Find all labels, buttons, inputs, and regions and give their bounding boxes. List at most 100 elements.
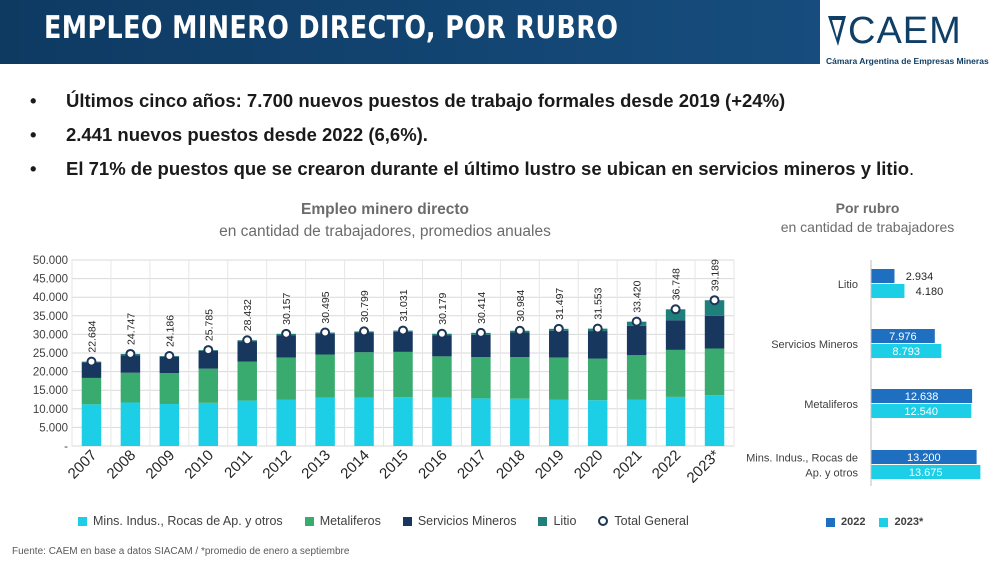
y-tick-label: 10.000 [33, 404, 68, 416]
rubro-chart-title: Por rubro [835, 200, 900, 216]
total-marker [164, 351, 175, 362]
total-label: 30.984 [515, 289, 527, 321]
legend-swatch [402, 516, 412, 526]
total-marker [125, 348, 136, 359]
bar-segment [276, 357, 296, 400]
bar-segment [471, 334, 491, 358]
bar-segment [587, 400, 608, 446]
y-tick-label: - [64, 441, 68, 453]
bar-segment [587, 331, 608, 359]
total-label: 31.031 [398, 289, 410, 321]
bar-segment [665, 396, 686, 446]
x-tick-label: 2011 [221, 447, 256, 482]
total-marker [320, 327, 331, 338]
x-tick-label: 2018 [493, 447, 529, 483]
bar-segment [471, 357, 491, 399]
bar-segment [315, 354, 335, 398]
bar-segment [315, 397, 335, 446]
x-tick-label: 2008 [104, 447, 140, 483]
x-tick-label: 2016 [415, 447, 451, 483]
bullet-item: Últimos cinco años: 7.700 nuevos puestos… [30, 86, 990, 120]
x-tick-label: 2014 [337, 447, 373, 483]
rubro-chart-subtitle: en cantidad de trabajadores [780, 219, 955, 235]
total-marker [592, 323, 603, 334]
x-tick-label: 2010 [182, 447, 218, 483]
bar-segment [237, 361, 257, 401]
bar-segment [704, 300, 725, 316]
rubro-value-label: 12.540 [904, 406, 938, 418]
total-marker [670, 304, 681, 315]
rubro-bar [871, 284, 905, 298]
bar-segment [471, 398, 491, 446]
total-label: 36.748 [671, 268, 683, 300]
total-label: 22.684 [86, 320, 98, 352]
x-tick-label: 2022 [649, 447, 685, 483]
x-tick-label: 2017 [454, 447, 490, 483]
rubro-bar [871, 465, 981, 479]
x-tick-label: 2023* [684, 447, 724, 487]
bar-segment [198, 402, 219, 446]
total-marker [514, 325, 525, 336]
total-label: 30.414 [476, 292, 488, 324]
total-marker [203, 345, 214, 356]
x-tick-label: 2021 [610, 447, 646, 483]
total-marker [709, 295, 720, 306]
total-marker [553, 323, 564, 334]
rubro-value-label: 13.675 [909, 467, 943, 479]
x-tick-label: 2015 [376, 447, 412, 483]
total-label: 30.495 [320, 291, 332, 323]
bar-segment [81, 377, 102, 405]
legend-swatch [826, 517, 835, 527]
y-tick-label: 30.000 [33, 329, 68, 341]
stacked-bar-chart: - 5.000 10.000 15.000 20.000 25.000 30.000 35.0… [33, 255, 735, 487]
x-tick-label: 2009 [143, 447, 179, 483]
total-label: 30.179 [437, 292, 449, 324]
x-tick-label: 2007 [65, 447, 101, 483]
total-label: 24.747 [125, 313, 137, 345]
legend-swatch [78, 516, 87, 526]
total-marker [436, 328, 447, 339]
page-title: EMPLEO MINERO DIRECTO, POR RUBRO [44, 10, 619, 46]
y-tick-label: 15.000 [33, 385, 68, 397]
bar-segment [665, 349, 686, 397]
bullet-item: El 71% de puestos que se crearon durante… [30, 154, 990, 188]
bar-segment [704, 315, 725, 349]
total-marker [86, 356, 97, 367]
main-chart-title: Empleo minero directo [301, 201, 469, 218]
y-tick-label: 5.000 [39, 422, 68, 434]
total-label: 24.186 [164, 315, 176, 347]
rubro-bar [871, 269, 895, 283]
bar-segment [626, 355, 647, 400]
bar-segment [665, 309, 686, 321]
legend-item-mins: Mins. Indus., Rocas de Ap. y otros [78, 514, 283, 528]
rubro-category-label: Servicios Mineros [771, 339, 858, 351]
bar-segment [198, 368, 219, 403]
bar-segment [549, 357, 569, 400]
rubro-category-label: Litio [838, 279, 858, 291]
total-label: 28.432 [242, 299, 254, 331]
total-label: 30.157 [281, 293, 293, 325]
caem-logo-mark-icon [828, 16, 846, 46]
y-tick-label: 45.000 [33, 274, 68, 286]
bar-segment [354, 352, 374, 398]
total-label: 31.497 [554, 288, 566, 320]
x-tick-label: 2019 [532, 447, 568, 483]
legend-item-litio: Litio [538, 514, 576, 528]
legend-item-metaliferos: Metaliferos [304, 514, 381, 528]
y-tick-label: 20.000 [33, 367, 68, 379]
bar-segment [159, 373, 180, 404]
rubro-category-label: Metaliferos [804, 399, 858, 411]
header-band [0, 0, 820, 64]
y-tick-label: 40.000 [33, 292, 68, 304]
bar-segment [432, 335, 452, 357]
bar-segment [510, 357, 530, 399]
bar-segment [549, 330, 569, 358]
x-tick-label: 2020 [571, 447, 607, 483]
total-label: 31.553 [593, 287, 605, 319]
bar-segment [393, 331, 413, 352]
logo-wordmark: CAEM [848, 10, 962, 52]
bar-segment [393, 351, 413, 398]
bar-segment [354, 397, 374, 446]
y-tick-label: 50.000 [33, 255, 68, 267]
bar-segment [237, 400, 257, 446]
